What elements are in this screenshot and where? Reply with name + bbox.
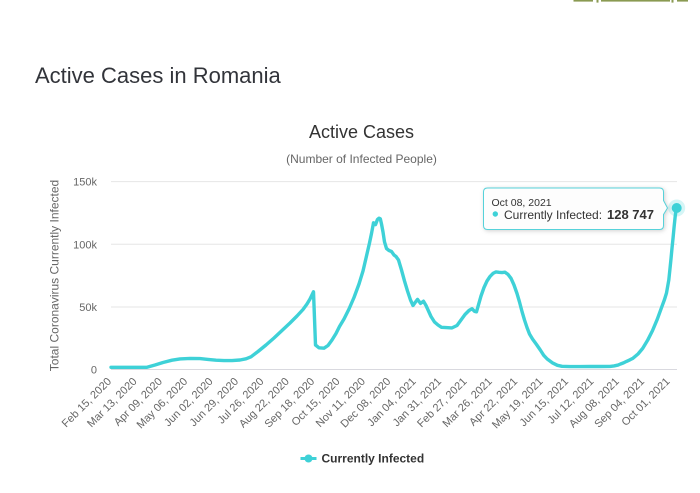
svg-text:0: 0 xyxy=(91,365,97,377)
svg-text:50k: 50k xyxy=(79,302,97,314)
svg-text:100k: 100k xyxy=(73,239,97,251)
svg-text:Total Coronavirus Currently In: Total Coronavirus Currently Infected xyxy=(47,180,61,371)
svg-text:Oct 08, 2021: Oct 08, 2021 xyxy=(492,197,552,209)
svg-text:Currently Infected:: Currently Infected: xyxy=(504,208,602,222)
svg-text:128 747: 128 747 xyxy=(607,207,654,222)
svg-text:150k: 150k xyxy=(73,177,97,189)
svg-text:(Number of Infected People): (Number of Infected People) xyxy=(286,152,437,166)
svg-text:Active Cases in Romania: Active Cases in Romania xyxy=(35,63,282,88)
svg-text:Active Cases: Active Cases xyxy=(309,122,414,142)
svg-text:Currently Infected: Currently Infected xyxy=(322,452,425,466)
